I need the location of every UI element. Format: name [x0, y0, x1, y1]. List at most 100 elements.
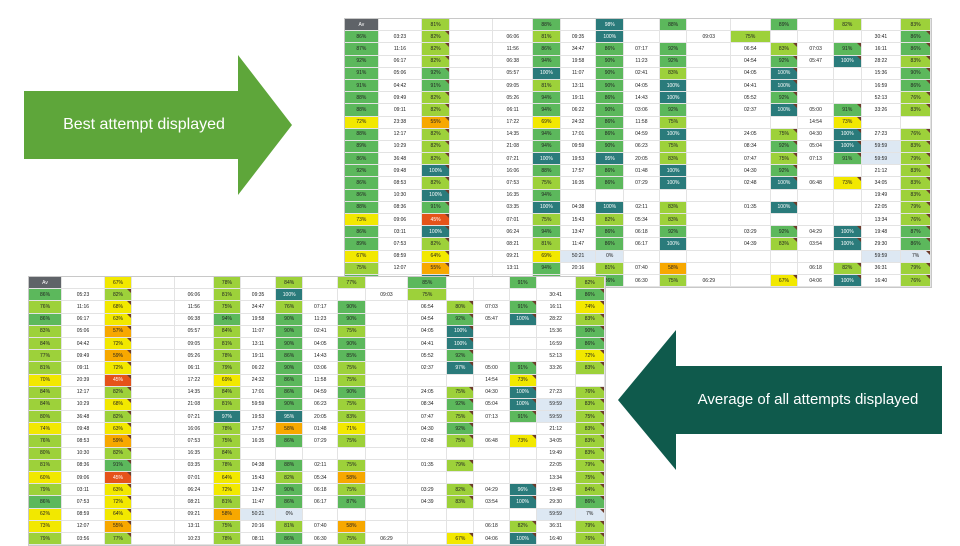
table-cell: 17:01	[241, 386, 277, 399]
table-cell: 86%	[276, 532, 304, 546]
table-cell	[509, 325, 537, 338]
table-cell: 72%	[104, 496, 133, 509]
table-cell: 59%	[104, 435, 133, 448]
table-cell: 11:16	[62, 301, 105, 314]
table-cell	[731, 274, 771, 288]
table-cell: 01:48	[303, 423, 339, 436]
table-cell: 04:54	[408, 313, 448, 326]
table-cell: 14:35	[493, 128, 534, 141]
table-cell: 09:11	[62, 362, 105, 375]
table-cell: 90%	[338, 337, 366, 351]
table-cell: 09:11	[378, 104, 423, 117]
table-cell: 08:59	[62, 508, 105, 521]
table-cell	[861, 116, 902, 129]
table-cell: 75%	[338, 435, 366, 448]
table-cell: 82%	[104, 447, 133, 460]
table-cell: 07:29	[303, 435, 339, 448]
table-cell: 86%	[345, 177, 379, 190]
table-cell: 63%	[104, 484, 133, 497]
table-cell: 75%	[345, 262, 379, 275]
table-cell: 90%	[276, 362, 304, 375]
table-cell: 67%	[345, 250, 379, 263]
table-cell: 05:26	[493, 92, 534, 105]
table-cell: 13:11	[174, 520, 214, 533]
table-cell	[449, 140, 494, 154]
table-cell: 75%	[213, 301, 242, 314]
table-cell: 75%	[408, 289, 448, 302]
table-cell: 82%	[596, 214, 625, 227]
table-cell: 16:35	[560, 177, 597, 190]
table-cell: 04:29	[474, 484, 510, 497]
table-cell: 86%	[29, 289, 63, 302]
table-cell: 100%	[509, 386, 537, 399]
table-cell: 05:57	[493, 67, 534, 80]
table-cell: 81%	[213, 398, 242, 412]
table-cell: 81%	[29, 362, 63, 375]
table-cell: 88%	[276, 459, 304, 472]
table-cell: 09:05	[174, 337, 214, 351]
table-cell: 03:11	[378, 226, 423, 239]
table-cell: 06:24	[174, 484, 214, 497]
table-cell	[449, 177, 494, 190]
header-cell	[474, 277, 510, 290]
table-cell: 06:29	[365, 532, 409, 546]
table-cell: 06:11	[493, 104, 534, 117]
table-cell: 72%	[213, 484, 242, 497]
table-cell: 06:54	[731, 43, 771, 56]
table-cell: 92%	[447, 350, 475, 363]
table-cell: 12:07	[378, 262, 423, 275]
table-cell: 92%	[770, 55, 799, 68]
table-cell: 06:30	[624, 274, 660, 288]
table-cell: 04:59	[624, 128, 660, 141]
table-cell: 83%	[770, 238, 799, 251]
table-cell: 100%	[447, 325, 475, 338]
table-cell: 83%	[447, 496, 475, 509]
table-cell: 86%	[596, 43, 625, 56]
header-cell	[798, 19, 834, 32]
table-cell: 06:11	[174, 362, 214, 375]
table-cell: 91%	[509, 362, 537, 375]
table-cell	[833, 214, 862, 227]
table-cell: 92%	[345, 165, 379, 178]
table-cell: 100%	[509, 398, 537, 412]
table-cell: 92%	[770, 226, 799, 239]
table-cell: 82%	[833, 262, 862, 275]
table-cell: 05:52	[408, 350, 448, 363]
table-cell: 13:34	[861, 214, 902, 227]
header-cell	[241, 277, 277, 290]
table-cell	[509, 459, 537, 472]
table-cell	[447, 447, 475, 460]
table-cell: 01:48	[624, 165, 660, 178]
table-cell	[687, 79, 731, 93]
best-attempt-table: Av 81% 88% 98% 88% 89% 82% 83% 86% 03:23 82% 06:06 8…	[344, 18, 932, 289]
table-cell	[303, 508, 339, 521]
table-cell: 100%	[509, 496, 537, 509]
table-cell: 62%	[29, 508, 63, 521]
table-cell	[474, 325, 510, 338]
table-cell: 13:47	[560, 226, 597, 239]
table-cell: 05:00	[798, 104, 834, 117]
table-cell	[449, 238, 494, 251]
table-cell: 82%	[104, 386, 133, 399]
table-cell: 80%	[29, 411, 63, 424]
table-cell: 16:35	[493, 189, 534, 202]
table-cell: 75%	[659, 140, 688, 154]
table-cell: 86%	[596, 226, 625, 239]
table-cell: 83%	[659, 67, 688, 80]
table-cell: 82%	[509, 520, 537, 533]
table-cell: 05:52	[731, 92, 771, 105]
table-cell: 76%	[29, 301, 63, 314]
table-cell: 08:36	[62, 459, 105, 472]
table-cell: 100%	[833, 238, 862, 251]
table-cell	[687, 189, 731, 202]
table-cell: 04:39	[408, 496, 448, 509]
table-cell	[449, 104, 494, 117]
table-cell: 63%	[104, 313, 133, 326]
table-cell: 08:53	[378, 177, 423, 190]
table-cell: 19:58	[241, 313, 277, 326]
table-cell: 72%	[104, 362, 133, 375]
table-cell: 86%	[276, 435, 304, 448]
table-cell: 19:48	[861, 226, 902, 239]
table-cell: 06:17	[62, 313, 105, 326]
table-cell: 83%	[659, 214, 688, 227]
